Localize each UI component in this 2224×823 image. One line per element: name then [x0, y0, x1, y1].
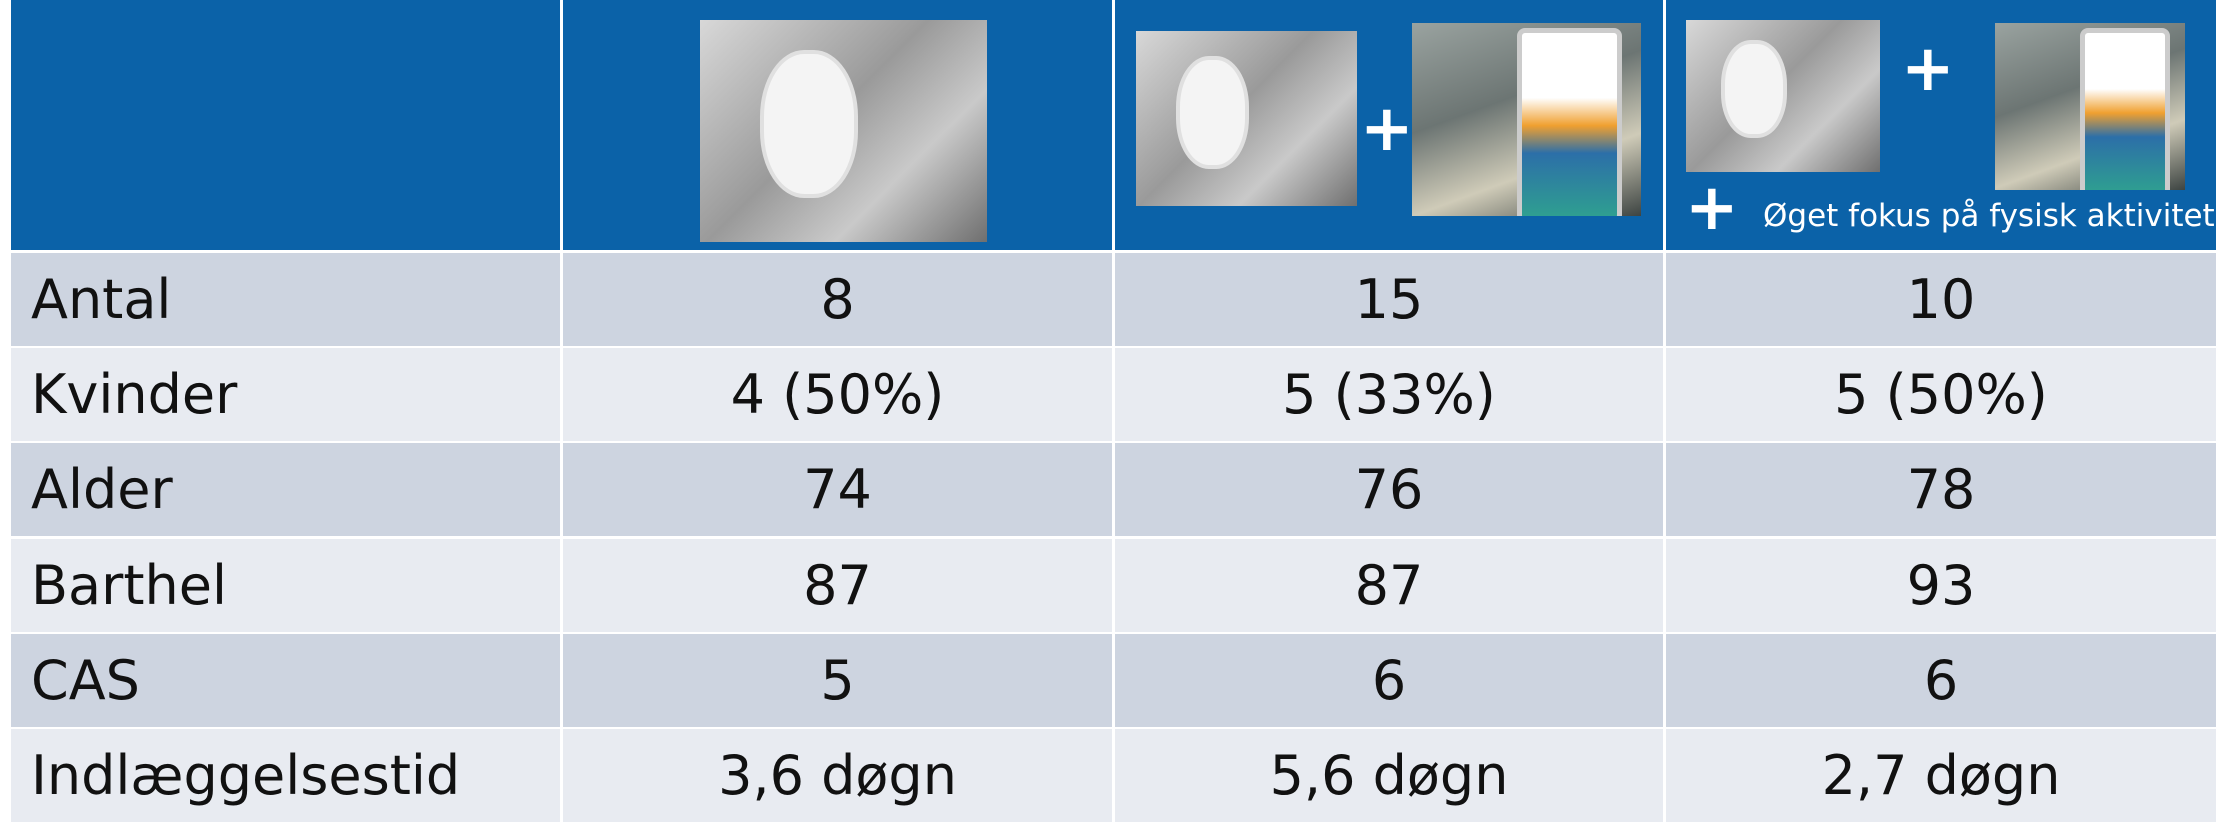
table-cell: 76: [1115, 443, 1663, 537]
table-cell: 5 (33%): [1115, 348, 1663, 442]
table-cell: 74: [563, 443, 1112, 537]
table-cell: 4 (50%): [563, 348, 1112, 442]
table-cell: 78: [1666, 443, 2216, 537]
sensor-photo: [1136, 31, 1357, 206]
header-caption: Øget fokus på fysisk aktivitet: [1763, 198, 2215, 234]
app-photo: [1412, 23, 1641, 216]
row-label: Alder: [11, 443, 560, 537]
row-label: Indlæggelsestid: [11, 729, 560, 822]
table-cell: 87: [1115, 538, 1663, 632]
table-cell: 15: [1115, 253, 1663, 346]
plus-sign: +: [1360, 92, 1414, 166]
table-cell: 5: [563, 633, 1112, 727]
table-cell: 8: [563, 253, 1112, 346]
plus-sign: +: [1901, 32, 1955, 106]
header-cell: [11, 0, 560, 250]
table-cell: 3,6 døgn: [563, 729, 1112, 822]
table-cell: 2,7 døgn: [1666, 729, 2216, 822]
row-label: Kvinder: [11, 348, 560, 442]
table-cell: 10: [1666, 253, 2216, 346]
row-label: CAS: [11, 633, 560, 727]
sensor-photo: [1686, 20, 1880, 172]
app-photo: [1995, 23, 2185, 190]
row-label: Antal: [11, 253, 560, 346]
plus-sign: +: [1685, 171, 1739, 245]
table-cell: 5,6 døgn: [1115, 729, 1663, 822]
table-cell: 93: [1666, 538, 2216, 632]
table-cell: 87: [563, 538, 1112, 632]
row-label: Barthel: [11, 538, 560, 632]
table-cell: 6: [1115, 633, 1663, 727]
table-cell: 6: [1666, 633, 2216, 727]
sensor-photo: [700, 20, 987, 242]
table-cell: 5 (50%): [1666, 348, 2216, 442]
